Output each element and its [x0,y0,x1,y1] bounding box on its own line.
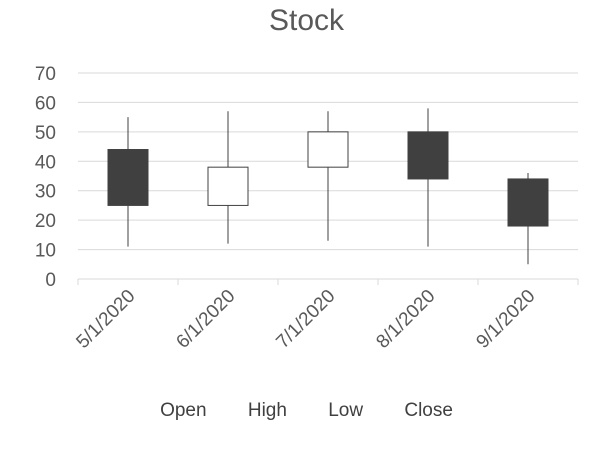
x-tick-label: 7/1/2020 [272,286,339,353]
legend-item-high: High [247,400,287,421]
y-tick-label: 20 [35,211,56,232]
chart-legend: Open High Low Close [0,400,613,422]
candle-body [107,149,149,206]
y-tick-label: 10 [35,241,56,262]
candle-body [407,131,449,180]
x-axis [77,278,579,285]
y-tick-label: 40 [35,152,56,173]
candles [107,108,549,265]
y-tick-label: 0 [45,270,56,291]
x-tick-label: 5/1/2020 [72,286,139,353]
x-tick-label: 8/1/2020 [372,286,439,353]
x-tick-label: 6/1/2020 [172,286,239,353]
y-axis-ticks: 0 10 20 30 40 50 60 70 [35,64,56,291]
legend-item-close: Close [404,400,453,421]
x-tick-label: 9/1/2020 [472,286,539,353]
y-tick-label: 50 [35,123,56,144]
y-tick-label: 60 [35,93,56,114]
y-tick-label: 70 [35,64,56,85]
y-tick-label: 30 [35,182,56,203]
candle-body [307,131,349,168]
candle-body [207,166,249,206]
x-axis-ticks: 5/1/2020 6/1/2020 7/1/2020 8/1/2020 9/1/2020 [72,286,539,353]
legend-item-low: Low [328,400,364,421]
legend-item-open: Open [160,400,207,421]
chart-title: Stock [268,4,345,37]
candle-body [507,178,549,227]
